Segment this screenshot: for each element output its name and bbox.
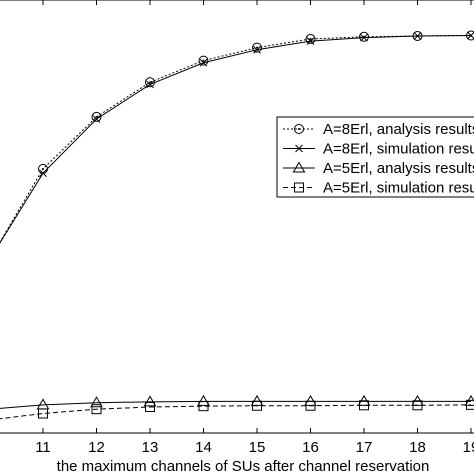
legend-entry-3: A=5Erl, analysis results	[283, 160, 474, 177]
series-layer	[0, 30, 474, 420]
data-point-s3-13	[143, 395, 157, 407]
data-point-s1-15-ring	[252, 42, 262, 53]
series-4	[0, 399, 474, 420]
data-point-s4-13	[145, 402, 155, 413]
legend-marker-3	[292, 161, 306, 173]
x-tick-label-16: 16	[302, 439, 319, 456]
x-tick-label-17: 17	[356, 439, 373, 456]
data-point-s1-12-ring	[91, 111, 102, 122]
legend-box	[276, 116, 474, 198]
x-tick-label-12: 12	[88, 439, 105, 456]
data-point-s2-19	[467, 31, 474, 40]
data-point-s2-12	[92, 115, 101, 123]
data-point-s4-19	[466, 399, 474, 410]
data-point-s1-14-center	[202, 59, 205, 62]
data-point-s4-18	[412, 400, 423, 411]
series-line-1	[0, 35, 472, 243]
series-line-2	[0, 35, 472, 244]
data-point-s2-18	[413, 32, 422, 40]
data-point-s1-16	[305, 33, 316, 44]
x-tick-label-19: 19	[463, 439, 474, 456]
series-line-3	[0, 400, 471, 409]
data-point-s3-12	[90, 396, 103, 408]
data-point-s4-15	[252, 400, 262, 411]
x-axis-label: the maximum channels of SUs after channe…	[57, 458, 430, 474]
legend: A=8Erl, analysis results A=8Erl, simulati…	[276, 116, 474, 198]
legend-marker-4	[294, 182, 304, 193]
data-point-s1-14-ring	[198, 55, 209, 66]
data-point-s2-16	[306, 37, 315, 45]
data-point-s4-16	[305, 400, 316, 411]
data-point-s2-11	[39, 169, 47, 178]
x-tick-label-18: 18	[409, 439, 426, 456]
legend-entry-1: A=8Erl, analysis results	[283, 121, 474, 138]
axes-layer: 11 12 13 14 15 16 17 18 19	[0, 0, 474, 456]
data-point-s2-15	[253, 45, 261, 54]
legend-entry-4: A=5Erl, simulation results	[283, 180, 474, 197]
data-point-s4-14	[198, 401, 209, 412]
series-line-4	[0, 404, 472, 420]
data-point-s3-14	[197, 394, 210, 406]
data-point-s2-13	[146, 80, 154, 89]
legend-entry-2: A=8Erl, simulation results	[283, 141, 474, 158]
data-point-s1-15-center	[256, 46, 258, 49]
x-tick-label-14: 14	[195, 439, 212, 456]
data-point-s1-11-center	[42, 167, 44, 170]
data-point-s2-17	[360, 33, 368, 42]
data-point-s4-17	[359, 400, 369, 411]
legend-marker-1-center	[298, 128, 300, 130]
legend-marker-1-ring	[294, 124, 304, 134]
legend-label-2: A=8Erl, simulation results	[323, 141, 474, 158]
data-point-s1-16-ring	[305, 33, 316, 44]
data-point-s1-14	[198, 55, 209, 66]
data-point-s1-15	[252, 42, 262, 53]
data-point-s1-13-center	[149, 81, 151, 84]
legend-label-1: A=8Erl, analysis results	[323, 121, 474, 138]
x-tick-label-13: 13	[142, 439, 159, 456]
legend-label-4: A=5Erl, simulation results	[323, 180, 474, 197]
x-tick-label-15: 15	[249, 439, 266, 456]
data-point-s2-14	[199, 58, 208, 67]
data-point-s1-12-center	[95, 115, 98, 118]
data-point-s1-16-center	[309, 37, 312, 40]
legend-marker-2	[295, 144, 303, 153]
x-tick-label-11: 11	[35, 439, 51, 456]
legend-marker-1	[294, 124, 304, 134]
data-point-s4-11	[38, 408, 48, 419]
data-point-s1-12	[91, 111, 102, 122]
legend-label-3: A=5Erl, analysis results	[323, 160, 474, 177]
data-point-s4-12	[91, 404, 102, 415]
series-2	[0, 31, 474, 244]
data-point-s1-17-ring	[359, 31, 369, 42]
